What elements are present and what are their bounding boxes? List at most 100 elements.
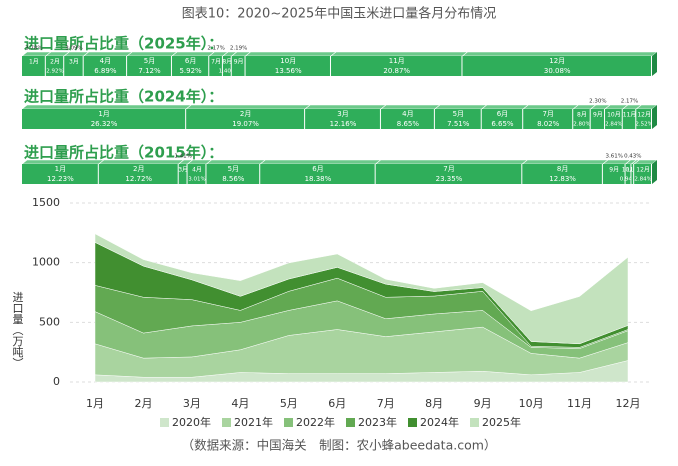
x-tick-label: 10月 [519, 397, 544, 410]
share-bar [375, 164, 522, 184]
value-label: 2.19% [230, 46, 247, 52]
value-label: 3.61% [605, 154, 622, 160]
bar-top [304, 104, 387, 110]
legend-swatch [160, 418, 169, 427]
bar-side [652, 52, 657, 76]
value-label: 2.52% [635, 122, 652, 128]
month-label: 8月 [222, 59, 232, 66]
month-label: 2月 [50, 59, 60, 66]
month-label: 1月 [98, 110, 109, 118]
value-label: 19.07% [232, 120, 259, 128]
legend-label: 2021年 [234, 415, 273, 429]
bar-top [205, 159, 267, 165]
bar-top [480, 104, 530, 110]
month-label: 3月 [337, 110, 348, 118]
month-label: 9月 [593, 112, 603, 119]
x-tick-label: 12月 [616, 397, 641, 410]
value-label: 2.92% [46, 69, 63, 75]
month-label: 11月 [389, 57, 405, 65]
month-label: 6月 [497, 110, 508, 118]
value-label: 6.65% [491, 120, 514, 128]
legend-swatch [408, 418, 417, 427]
share-bar [636, 109, 651, 129]
month-label: 10月 [280, 57, 296, 65]
share-bar [573, 109, 590, 129]
legend-swatch [470, 418, 479, 427]
month-label: 12月 [636, 167, 650, 174]
y-tick-label: 500 [39, 315, 60, 328]
value-label: 5.92% [179, 67, 202, 75]
share-bar [522, 164, 602, 184]
share-bar [178, 164, 187, 184]
month-label: 2月 [240, 110, 251, 118]
share-bar [64, 56, 83, 76]
bar-side [652, 105, 657, 129]
value-label: 0.43% [624, 154, 641, 160]
bar-top [330, 51, 469, 57]
month-label: 1月 [55, 165, 66, 173]
value-label: 12.16% [330, 120, 357, 128]
value-label: 18.38% [305, 175, 332, 183]
x-tick-label: 4月 [231, 397, 249, 410]
value-label: 2.84% [605, 122, 622, 128]
month-label: 7月 [542, 110, 553, 118]
legend-label: 2022年 [296, 415, 335, 429]
share-bar [523, 109, 573, 129]
bar-top [126, 51, 178, 57]
row-title: 进口量所占比重（2015年）： [24, 144, 223, 162]
share-bar [434, 109, 481, 129]
page-title: 图表10：2020~2025年中国玉米进口量各月分布情况 [182, 6, 497, 22]
month-label: 1月 [29, 59, 39, 66]
x-tick-label: 8月 [425, 397, 443, 410]
share-bar [631, 164, 634, 184]
bar-top [461, 51, 658, 57]
bar-top [522, 104, 580, 110]
share-bar [245, 56, 330, 76]
value-label: 8.56% [222, 175, 245, 183]
share-bar [590, 109, 605, 129]
bar-top [185, 104, 311, 110]
source-note: （数据来源：中国海关 制图：农小蜂abeedata.com） [182, 438, 497, 453]
value-label: 13.56% [275, 67, 302, 75]
month-label: 5月 [228, 165, 239, 173]
row-title: 进口量所占比重（2025年）： [24, 35, 223, 53]
share-bar [22, 56, 45, 76]
share-bar [22, 164, 98, 184]
share-bar [186, 109, 305, 129]
x-tick-label: 2月 [134, 397, 152, 410]
bar-top [244, 51, 337, 57]
value-label: 2.30% [589, 99, 606, 105]
bar-top [259, 159, 382, 165]
value-label: 7.51% [447, 120, 470, 128]
share-bar [45, 56, 64, 76]
y-tick-label: 0 [53, 375, 60, 388]
value-label: 2.17% [207, 46, 224, 52]
legend-swatch [222, 418, 231, 427]
legend-label: 2025年 [482, 415, 521, 429]
x-tick-label: 7月 [377, 397, 395, 410]
month-label: 10月 [622, 167, 636, 174]
share-bar [187, 164, 206, 184]
share-bar [330, 56, 462, 76]
value-label: 12.23% [47, 175, 74, 183]
y-axis-label: 进口量（万吨） [11, 291, 24, 368]
month-label: 7月 [211, 59, 221, 66]
bar-top [434, 104, 488, 110]
share-bar [127, 56, 171, 76]
month-label: 12月 [549, 57, 565, 65]
share-bar [98, 164, 178, 184]
share-bar [622, 109, 636, 129]
value-label: 3.01% [188, 177, 205, 183]
share-bar [462, 56, 651, 76]
bar-top [521, 159, 609, 165]
share-bar [481, 109, 523, 129]
x-tick-label: 1月 [86, 397, 104, 410]
value-label: 7.12% [138, 67, 161, 75]
value-label: 12.72% [125, 175, 152, 183]
legend-label: 2020年 [172, 415, 211, 429]
value-label: 1.41% [174, 154, 191, 160]
month-label: 2月 [133, 165, 144, 173]
month-label: 8月 [577, 112, 587, 119]
y-tick-label: 1500 [32, 196, 60, 209]
